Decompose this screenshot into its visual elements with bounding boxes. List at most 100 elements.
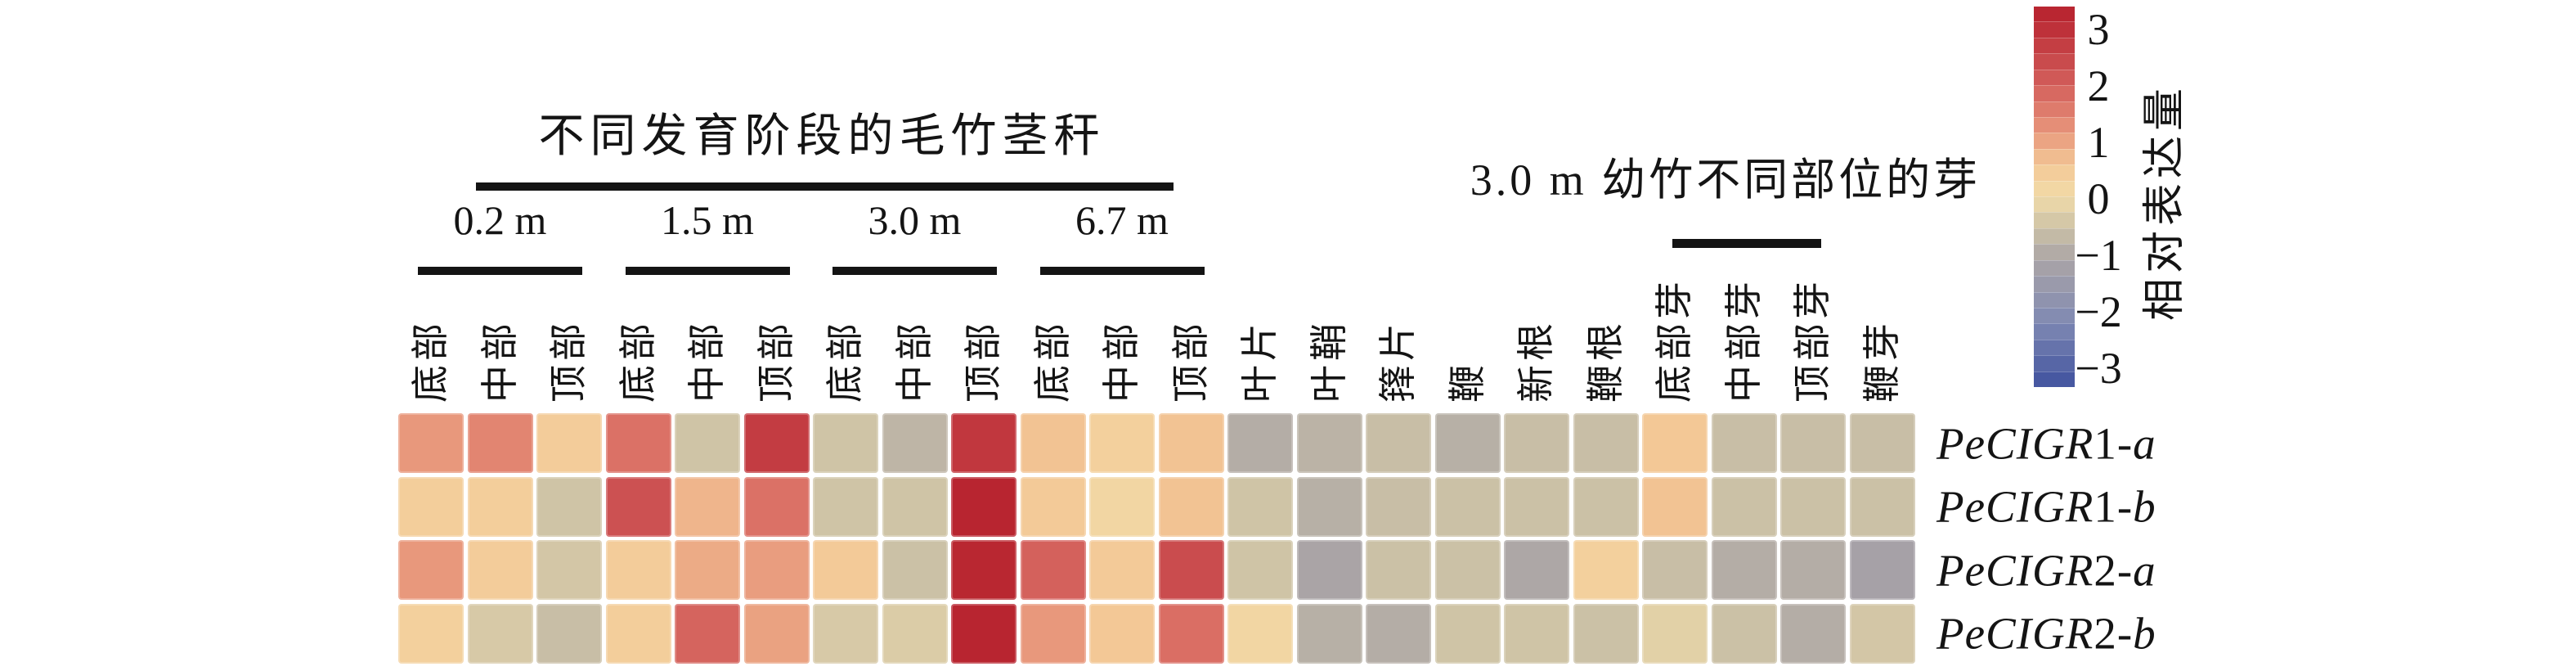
height-group-underline <box>625 267 790 275</box>
heatmap-cell <box>1158 540 1224 600</box>
gene-label: PeCIGR1-a <box>1936 417 2156 469</box>
heatmap-cell <box>1296 476 1362 537</box>
colorbar-tick-label: −3 <box>2075 344 2122 393</box>
heatmap-cell <box>1711 540 1777 600</box>
heatmap-cell <box>882 540 948 600</box>
colorbar-segment <box>2034 101 2075 117</box>
colorbar-segment <box>2034 69 2075 86</box>
heatmap-cell <box>1227 603 1293 664</box>
heatmap-cell <box>1296 413 1362 473</box>
colorbar-segment <box>2034 180 2075 197</box>
colorbar-segment <box>2034 133 2075 149</box>
gene-number: 2 <box>2094 545 2117 595</box>
gene-suffix: -a <box>2116 545 2156 595</box>
heatmap-cell <box>951 603 1016 664</box>
heatmap-cell <box>605 413 671 473</box>
heatmap-cell <box>951 476 1016 537</box>
heatmap-cell <box>398 413 464 473</box>
heatmap-cell <box>1573 603 1639 664</box>
heatmap-cell <box>467 413 533 473</box>
heatmap-cell <box>398 476 464 537</box>
colorbar-segment <box>2034 244 2075 260</box>
colorbar-segment <box>2034 339 2075 356</box>
column-label: 新根 <box>1515 319 1557 403</box>
colorbar-segment <box>2034 164 2075 181</box>
heatmap-cell <box>1366 603 1431 664</box>
heatmap-cell <box>1711 413 1777 473</box>
gene-suffix: -b <box>2116 608 2156 659</box>
heatmap-cell <box>813 603 878 664</box>
culm-group-underline <box>476 182 1174 191</box>
colorbar-segment <box>2034 276 2075 292</box>
heatmap-cell <box>1780 603 1846 664</box>
heatmap-cell <box>1780 413 1846 473</box>
heatmap-cell <box>1227 476 1293 537</box>
heatmap-cell <box>1020 603 1086 664</box>
height-group-label: 3.0 m <box>868 197 962 243</box>
heatmap-cell <box>743 476 810 537</box>
heatmap-cell <box>1434 603 1501 664</box>
heatmap-cell <box>1296 603 1362 664</box>
column-label: 中部 <box>1101 319 1142 403</box>
column-label: 底部 <box>824 319 866 403</box>
gene-prefix: PeCIGR <box>1936 545 2094 595</box>
heatmap-cell <box>467 540 533 600</box>
gene-suffix: -b <box>2116 481 2156 532</box>
column-label: 底部芽 <box>1654 277 1695 403</box>
heatmap-cell <box>467 603 533 664</box>
column-label: 顶部芽 <box>1792 277 1833 403</box>
column-label: 叶片 <box>1239 319 1281 403</box>
heatmap-cell <box>1366 540 1431 600</box>
heatmap-cell <box>1158 603 1224 664</box>
heatmap-cell <box>743 413 810 473</box>
heatmap-cell <box>1642 603 1708 664</box>
heatmap-cell <box>1504 540 1569 600</box>
colorbar-segment <box>2034 355 2075 372</box>
heatmap-cell <box>1434 476 1501 537</box>
heatmap-cell <box>1020 540 1086 600</box>
heatmap-cell <box>1849 603 1915 664</box>
culm-group-title: 不同发育阶段的毛竹茎秆 <box>538 111 1106 162</box>
colorbar <box>2034 7 2075 388</box>
colorbar-tick-label: 2 <box>2087 61 2110 110</box>
colorbar-tick-label: −1 <box>2075 231 2122 280</box>
gene-label: PeCIGR2-b <box>1936 608 2156 660</box>
gene-prefix: PeCIGR <box>1936 608 2094 659</box>
colorbar-tick-label: 3 <box>2087 5 2110 54</box>
colorbar-segment <box>2034 308 2075 324</box>
colorbar-tick-label: 1 <box>2087 118 2110 167</box>
heatmap-cell <box>951 540 1016 600</box>
heatmap-cell <box>675 603 740 664</box>
gene-number: 2 <box>2094 608 2117 659</box>
gene-prefix: PeCIGR <box>1936 481 2094 532</box>
heatmap-cell <box>398 603 464 664</box>
gene-number: 1 <box>2094 418 2117 468</box>
heatmap-cell <box>882 413 948 473</box>
gene-number: 1 <box>2094 481 2117 532</box>
column-label: 鞭根 <box>1584 319 1627 403</box>
heatmap-cell <box>675 476 740 537</box>
height-group-underline <box>832 267 997 275</box>
heatmap-cell <box>1711 476 1777 537</box>
gene-label: PeCIGR2-a <box>1936 544 2156 596</box>
heatmap-cell <box>1227 540 1293 600</box>
colorbar-segment <box>2034 148 2075 165</box>
column-label: 底部 <box>1031 319 1074 403</box>
heatmap-cell <box>1366 476 1431 537</box>
heatmap-cell <box>536 540 602 600</box>
column-label: 叶鞘 <box>1308 319 1350 403</box>
heatmap-cell <box>1227 413 1293 473</box>
heatmap-cell <box>1366 413 1431 473</box>
heatmap-cell <box>813 476 878 537</box>
height-group-underline <box>418 267 582 275</box>
heatmap-cell <box>1020 476 1086 537</box>
colorbar-segment <box>2034 323 2075 340</box>
column-label: 鞭芽 <box>1860 319 1903 403</box>
colorbar-segment <box>2034 259 2075 277</box>
heatmap-cell <box>1089 413 1155 473</box>
heatmap-cell <box>951 413 1016 473</box>
heatmap-cell <box>1504 476 1569 537</box>
column-label: 顶部 <box>963 319 1004 403</box>
heatmap-cell <box>1434 413 1501 473</box>
